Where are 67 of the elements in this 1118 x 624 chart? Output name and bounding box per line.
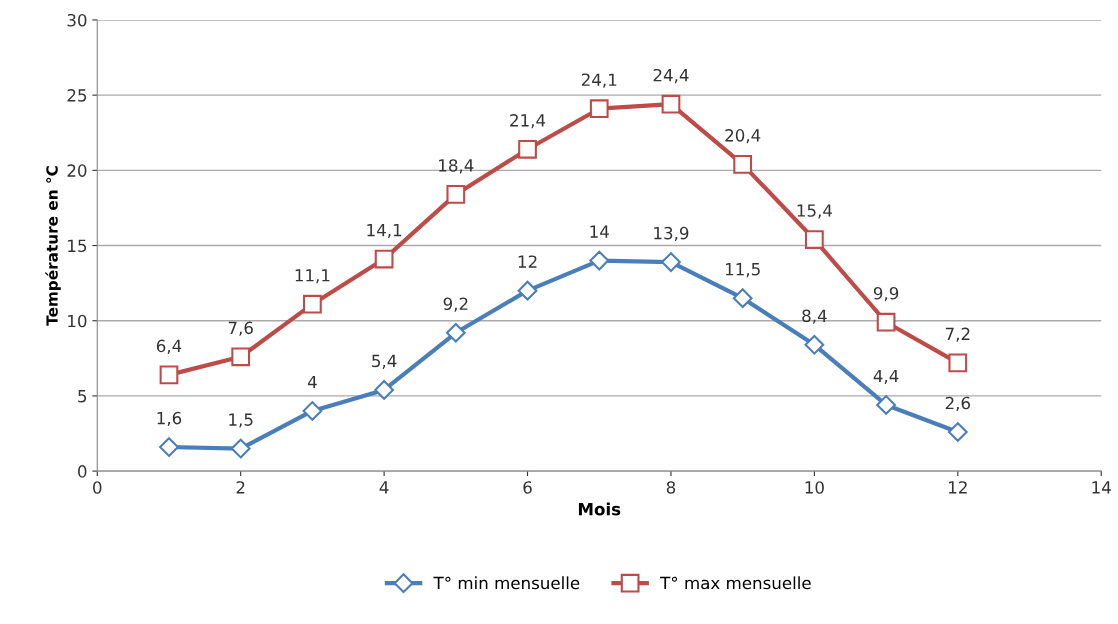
data-label: 11,1: [295, 269, 330, 284]
data-label: 4,4: [873, 369, 899, 384]
x-tick-label: 4: [379, 481, 389, 494]
y-tick-label: 25: [67, 89, 87, 102]
point: [374, 249, 394, 269]
data-label: 11,5: [725, 263, 760, 278]
point: [159, 437, 179, 457]
point: [302, 401, 323, 421]
point: [517, 280, 538, 301]
point: [159, 365, 179, 385]
data-label: 2,6: [945, 396, 971, 412]
x-tick-label: 8: [666, 481, 676, 494]
data-label: 12: [518, 255, 537, 268]
x-tick-label: 12: [949, 481, 967, 494]
data-label: 9,9: [873, 286, 899, 302]
x-tick-label: 10: [805, 481, 824, 494]
x-tick-label: 14: [1092, 481, 1111, 494]
data-label: 14,1: [367, 224, 402, 239]
legend-label: T° max mensuelle: [660, 576, 811, 590]
point: [876, 395, 896, 415]
point: [733, 154, 753, 174]
point: [876, 312, 896, 332]
data-label: 1,5: [229, 413, 253, 428]
point: [661, 252, 681, 272]
y-tick-label: 30: [67, 13, 87, 27]
data-label: 8,4: [802, 309, 827, 324]
legend-label: T° min mensuelle: [433, 576, 580, 590]
data-label: 14: [590, 225, 609, 238]
y-tick-label: 20: [67, 164, 87, 177]
data-label: 7,6: [228, 321, 253, 336]
point: [303, 294, 322, 314]
point: [518, 139, 537, 159]
point: [947, 422, 968, 442]
data-label: 20,4: [725, 129, 761, 144]
point: [804, 334, 825, 355]
data-label: 7,2: [945, 327, 970, 342]
point: [231, 347, 251, 367]
data-label: 21,4: [510, 114, 546, 129]
point: [446, 185, 466, 204]
data-label: 18,4: [439, 159, 474, 174]
data-label: 5,4: [372, 354, 397, 369]
point: [805, 230, 824, 249]
x-tick-label: 0: [93, 481, 102, 494]
data-label: 6,4: [156, 339, 182, 354]
point: [589, 99, 609, 119]
data-label: 24,1: [581, 73, 617, 88]
x-tick-label: 2: [236, 481, 245, 494]
point: [732, 288, 753, 309]
y-tick-label: 5: [78, 390, 87, 403]
data-label: 1,6: [157, 411, 182, 427]
y-tick-label: 0: [78, 465, 87, 478]
x-axis-title: Mois: [578, 502, 621, 516]
point: [445, 322, 466, 343]
data-label: 4: [307, 375, 317, 389]
point: [374, 380, 394, 400]
data-label: 13,9: [654, 226, 689, 242]
y-tick-label: 10: [68, 314, 87, 328]
point: [948, 353, 968, 373]
data-label: 9,2: [443, 297, 468, 312]
x-tick-label: 6: [523, 481, 532, 494]
data-label: 24,4: [653, 68, 689, 84]
y-axis-title: Température en °C: [45, 166, 61, 326]
point: [230, 438, 251, 459]
y-tick-label: 15: [68, 239, 87, 253]
point: [661, 94, 681, 114]
point: [589, 250, 610, 271]
data-label: 15,4: [797, 204, 832, 219]
